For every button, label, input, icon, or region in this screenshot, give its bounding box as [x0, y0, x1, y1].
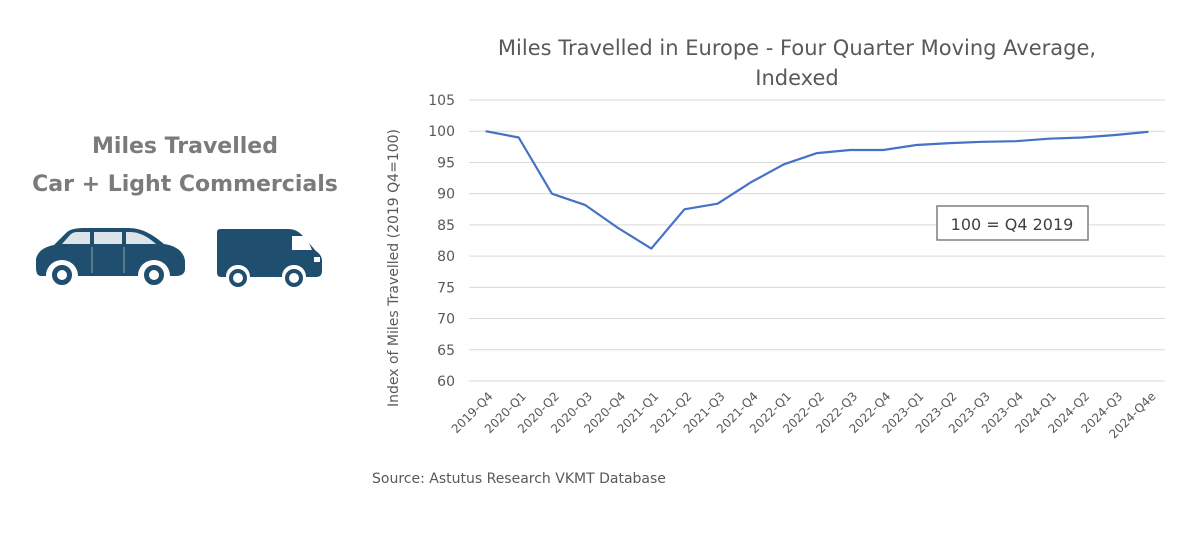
- annotation-text: 100 = Q4 2019: [951, 215, 1074, 234]
- y-tick-label: 80: [437, 249, 455, 265]
- y-axis-label: Index of Miles Travelled (2019 Q4=100): [386, 129, 402, 407]
- series-line-0: [485, 130, 1149, 250]
- panel-title-line2: Car + Light Commercials: [32, 172, 338, 197]
- y-tick-label: 70: [437, 312, 455, 328]
- y-tick-label: 85: [437, 218, 455, 234]
- y-tick-label: 65: [437, 343, 455, 359]
- gridlines: [469, 99, 1165, 382]
- panel-title-line1: Miles Travelled: [92, 134, 278, 159]
- y-tick-label: 60: [437, 374, 455, 390]
- y-tick-label: 105: [428, 93, 455, 109]
- y-tick-label: 100: [428, 124, 455, 140]
- y-tick-label: 75: [437, 280, 455, 296]
- x-tick-labels: 2019-Q42020-Q12020-Q22020-Q32020-Q42021-…: [449, 389, 1159, 441]
- series-lines: [485, 130, 1149, 250]
- chart-title-line2: Indexed: [755, 66, 838, 90]
- annotation-box: 100 = Q4 2019: [936, 205, 1089, 241]
- chart-title-line1: Miles Travelled in Europe - Four Quarter…: [498, 36, 1096, 60]
- y-tick-label: 90: [437, 187, 455, 203]
- van-icon: [217, 229, 322, 289]
- source-note: Source: Astutus Research VKMT Database: [372, 471, 666, 487]
- y-tick-label: 95: [437, 155, 455, 171]
- car-icon: [36, 228, 185, 287]
- y-tick-labels: 60 65 70 75 80 85 90 95 100 105: [428, 93, 455, 390]
